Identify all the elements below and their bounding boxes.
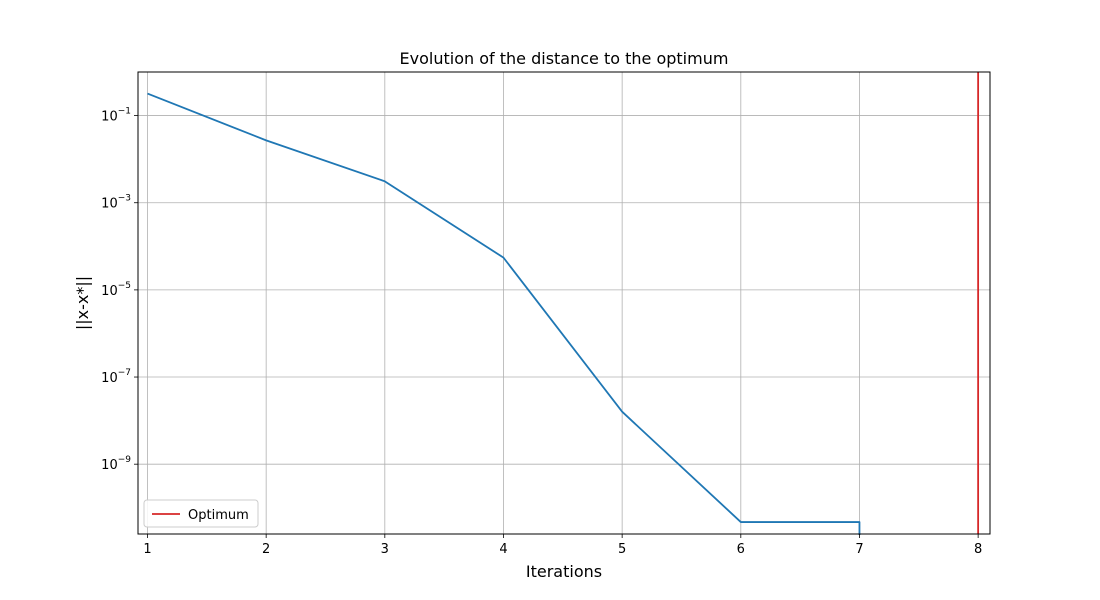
x-tick-label: 6 [737,542,745,557]
chart-title: Evolution of the distance to the optimum [400,49,729,68]
x-tick-label: 3 [381,542,389,557]
y-tick-label: 10−9 [101,455,131,473]
legend-label: Optimum [188,508,249,523]
x-tick-label: 5 [618,542,626,557]
legend-box [143,499,259,528]
grid [138,72,990,534]
x-axis-label: Iterations [526,562,602,581]
y-tick-label: 10−7 [101,368,131,386]
axis-ticks: 1 2 3 4 5 6 7 8 10−1 10−3 10−5 10−7 10−9 [101,107,982,557]
x-tick-label: 2 [262,542,270,557]
y-axis-label: ||x-x*|| [73,276,92,330]
plot-area [147,72,980,535]
series-line [147,92,861,535]
y-tick-label: 10−3 [101,194,131,212]
x-tick-label: 7 [855,542,863,557]
x-tick-label: 4 [499,542,507,557]
x-tick-label: 1 [143,542,151,557]
y-tick-label: 10−1 [101,107,131,125]
y-tick-label: 10−5 [101,281,131,299]
plot-frame [137,71,991,535]
x-tick-label: 8 [974,542,982,557]
legend: Optimum [143,499,259,528]
